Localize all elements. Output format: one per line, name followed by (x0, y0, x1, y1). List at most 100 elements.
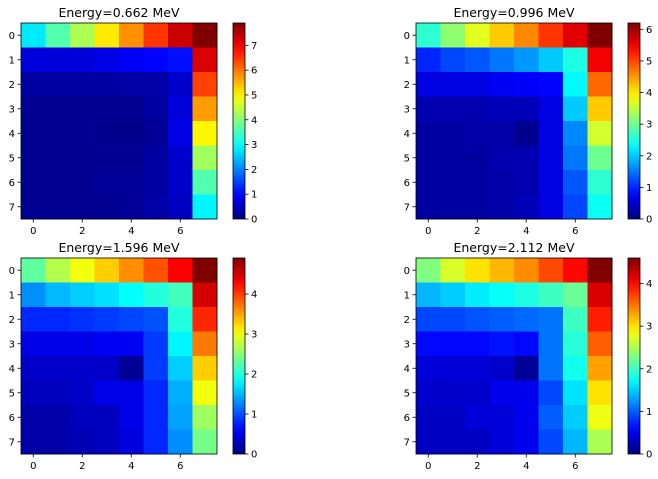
heatmap-cell (587, 307, 613, 332)
heatmap-cell (563, 23, 588, 48)
heatmap-cell (70, 331, 95, 357)
y-tick-label: 5 (404, 388, 410, 399)
heatmap-cell (563, 405, 588, 430)
heatmap-cell (465, 23, 490, 48)
heatmap-cell (192, 121, 218, 146)
heatmap-cell (416, 429, 441, 455)
heatmap-cell (143, 282, 169, 308)
heatmap-cell (45, 72, 71, 97)
heatmap-cell (587, 170, 613, 195)
colorbar: 0 1 2 3 4 (232, 257, 257, 461)
y-tick-label: 1 (404, 55, 410, 66)
heatmap-cell (70, 121, 95, 146)
x-tick-label: 4 (523, 226, 529, 237)
heatmap-cell (119, 23, 144, 48)
heatmap-cell (465, 194, 490, 220)
heatmap-cell (119, 121, 144, 146)
colorbar-gradient (232, 257, 246, 455)
heatmap-cell (21, 405, 46, 430)
heatmap-cell (538, 356, 564, 381)
heatmap-cell (45, 331, 71, 357)
heatmap-cell (143, 72, 169, 97)
heatmap-cell (70, 47, 95, 73)
heatmap-cell (143, 47, 169, 73)
heatmap-cell (587, 23, 613, 48)
heatmap-cell (94, 356, 120, 381)
y-tick-label: 2 (9, 315, 15, 326)
heatmap-cell (514, 96, 539, 122)
y-tick-label: 3 (404, 104, 410, 115)
heatmap-cell (21, 307, 46, 332)
heatmap-cell (143, 380, 169, 406)
heatmap-cell (514, 331, 539, 357)
heatmap-cell (563, 170, 588, 195)
heatmap-cell (119, 405, 144, 430)
y-tick-label: 6 (404, 413, 410, 424)
colorbar-tick-label: 2 (251, 370, 257, 381)
heatmap-cell (538, 47, 564, 73)
heatmap-cell (119, 96, 144, 122)
panel-title: Energy=2.112 MeV (453, 240, 574, 255)
axes-frame (415, 22, 613, 220)
heatmap-cell (514, 405, 539, 430)
heatmap-cell (119, 47, 144, 73)
heatmap-cell (168, 405, 193, 430)
heatmap-cell (440, 72, 466, 97)
x-tick-label: 6 (572, 226, 578, 237)
x-tick-label: 4 (523, 461, 529, 472)
heatmap-cell (70, 356, 95, 381)
colorbar-tick-label: 3 (646, 322, 652, 333)
heatmap-cell (563, 307, 588, 332)
x-tick-label: 0 (30, 226, 36, 237)
y-tick-label: 7 (404, 202, 410, 213)
heatmap-cell (45, 47, 71, 73)
heatmap-cell (119, 258, 144, 283)
heatmap-cell (538, 258, 564, 283)
heatmap-cell (143, 121, 169, 146)
heatmap-cell (465, 170, 490, 195)
heatmap-cell (538, 145, 564, 171)
y-tick-label: 0 (404, 31, 410, 42)
heatmap-cell (563, 194, 588, 220)
y-tick-label: 4 (404, 364, 410, 375)
colorbar-tick-label: 1 (646, 183, 652, 194)
heatmap-cell (45, 194, 71, 220)
y-tick-label: 3 (9, 104, 15, 115)
colorbar-tick-label: 3 (646, 120, 652, 131)
heatmap-cell (416, 380, 441, 406)
panel-title: Energy=0.996 MeV (453, 5, 574, 20)
y-tick-label: 0 (9, 266, 15, 277)
heatmap-cell (94, 121, 120, 146)
heatmap-cell (143, 307, 169, 332)
heatmap-cell (587, 429, 613, 455)
heatmap-cell (514, 380, 539, 406)
colorbar: 0 1 2 3 4 (627, 257, 652, 461)
colorbar-tick-label: 0 (646, 215, 652, 226)
colorbar-tick-label: 5 (646, 56, 652, 67)
colorbar-tick-label: 3 (251, 140, 257, 151)
x-tick-label: 0 (425, 461, 431, 472)
y-tick-label: 0 (404, 266, 410, 277)
colorbar-tick-label: 1 (251, 410, 257, 421)
heatmap-cell (514, 72, 539, 97)
heatmap-cell (119, 194, 144, 220)
heatmap-cell (168, 258, 193, 283)
colorbar-tick-label: 1 (251, 190, 257, 201)
colorbar-tick-label: 7 (251, 41, 257, 52)
heatmap-cell (94, 47, 120, 73)
heatmap-cell (192, 170, 218, 195)
y-tick-label: 6 (9, 413, 15, 424)
heatmap-cell (440, 429, 466, 455)
heatmap-cell (489, 405, 515, 430)
heatmap-cell (440, 356, 466, 381)
heatmap-cell (440, 258, 466, 283)
heatmap-cell (440, 282, 466, 308)
colorbar-tick-label: 6 (251, 66, 257, 77)
heatmap-cell (538, 194, 564, 220)
heatmap-cell (45, 23, 71, 48)
heatmap-cell (538, 23, 564, 48)
heatmap-cell (143, 145, 169, 171)
heatmap-cell (119, 72, 144, 97)
heatmap-cell (168, 380, 193, 406)
heatmap-cell (563, 72, 588, 97)
